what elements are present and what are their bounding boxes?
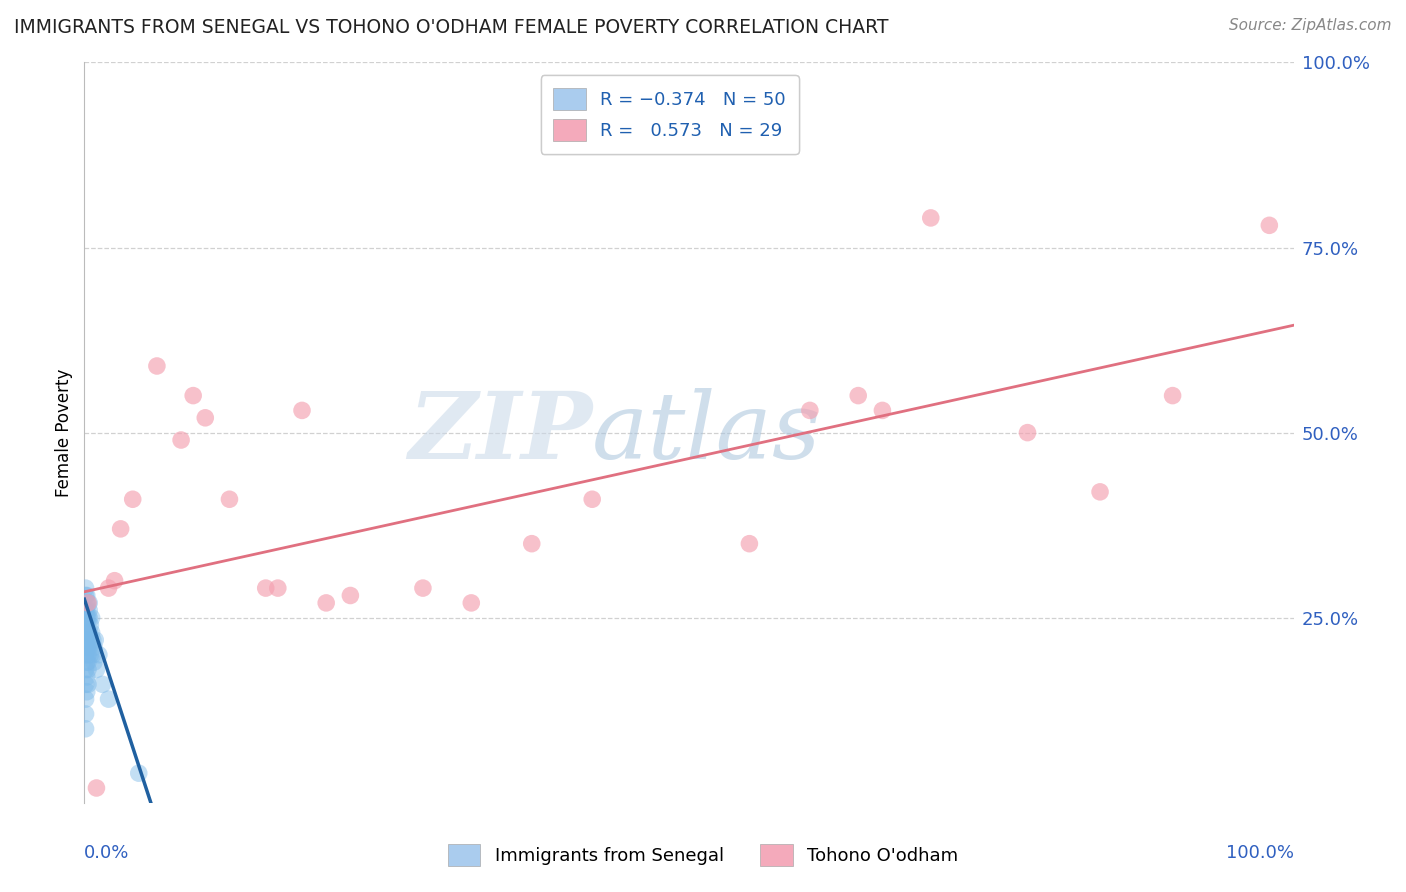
Point — [75, 589, 97, 603]
Point — [315, 596, 337, 610]
Point — [79, 618, 101, 632]
Point — [76, 603, 98, 617]
Text: Source: ZipAtlas.com: Source: ZipAtlas.com — [1229, 18, 1392, 33]
Point — [77, 610, 100, 624]
Point — [76, 640, 98, 655]
Point — [520, 536, 543, 550]
Point — [170, 433, 193, 447]
Point — [87, 648, 110, 662]
Point — [75, 706, 97, 721]
Text: IMMIGRANTS FROM SENEGAL VS TOHONO O'ODHAM FEMALE POVERTY CORRELATION CHART: IMMIGRANTS FROM SENEGAL VS TOHONO O'ODHA… — [14, 18, 889, 37]
Point — [76, 625, 98, 640]
Point — [76, 589, 98, 603]
Point — [77, 640, 100, 655]
Legend: Immigrants from Senegal, Tohono O'odham: Immigrants from Senegal, Tohono O'odham — [436, 831, 970, 879]
Point — [76, 596, 98, 610]
Point — [291, 403, 314, 417]
Point — [75, 618, 97, 632]
Point — [339, 589, 361, 603]
Point — [79, 648, 101, 662]
Point — [75, 722, 97, 736]
Point — [128, 766, 150, 780]
Point — [77, 640, 100, 655]
Point — [77, 625, 100, 640]
Point — [254, 581, 277, 595]
Point — [76, 685, 98, 699]
Point — [412, 581, 434, 595]
Point — [82, 648, 104, 662]
Point — [75, 677, 97, 691]
Point — [75, 648, 97, 662]
Point — [77, 655, 100, 669]
Point — [82, 632, 104, 647]
Text: 100.0%: 100.0% — [1226, 844, 1294, 862]
Point — [91, 677, 114, 691]
Point — [77, 610, 100, 624]
Point — [75, 581, 97, 595]
Point — [104, 574, 127, 588]
Point — [1088, 484, 1111, 499]
Point — [76, 655, 98, 669]
Point — [77, 596, 100, 610]
Point — [181, 388, 204, 402]
Point — [80, 610, 103, 624]
Point — [76, 618, 98, 632]
Point — [75, 632, 97, 647]
Point — [581, 492, 603, 507]
Point — [80, 625, 103, 640]
Point — [77, 596, 100, 610]
Y-axis label: Female Poverty: Female Poverty — [55, 368, 73, 497]
Point — [121, 492, 143, 507]
Point — [97, 581, 120, 595]
Point — [77, 677, 100, 691]
Point — [75, 663, 97, 677]
Point — [77, 603, 100, 617]
Text: atlas: atlas — [592, 388, 821, 477]
Point — [77, 648, 100, 662]
Point — [77, 632, 100, 647]
Point — [77, 596, 100, 610]
Point — [920, 211, 942, 225]
Point — [83, 640, 105, 655]
Point — [460, 596, 482, 610]
Point — [75, 603, 97, 617]
Point — [77, 625, 100, 640]
Point — [86, 663, 108, 677]
Point — [267, 581, 290, 595]
Text: 0.0%: 0.0% — [84, 844, 129, 862]
Point — [872, 403, 894, 417]
Point — [1161, 388, 1184, 402]
Point — [77, 663, 100, 677]
Point — [75, 692, 97, 706]
Point — [194, 410, 217, 425]
Point — [1017, 425, 1039, 440]
Point — [218, 492, 240, 507]
Point — [97, 692, 120, 706]
Text: ZIP: ZIP — [408, 388, 592, 477]
Point — [1258, 219, 1281, 233]
Legend: R = −0.374   N = 50, R =   0.573   N = 29: R = −0.374 N = 50, R = 0.573 N = 29 — [541, 75, 799, 153]
Point — [738, 536, 761, 550]
Point — [84, 632, 107, 647]
Point — [76, 610, 98, 624]
Point — [83, 655, 105, 669]
Point — [86, 780, 108, 795]
Point — [846, 388, 869, 402]
Point — [110, 522, 132, 536]
Point — [799, 403, 821, 417]
Point — [146, 359, 169, 373]
Point — [79, 632, 101, 647]
Point — [76, 670, 98, 684]
